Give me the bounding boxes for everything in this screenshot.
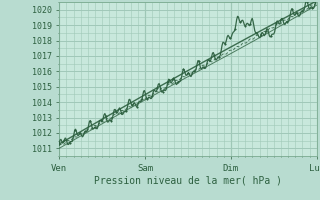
Point [114,110,119,113]
Point [119,111,124,114]
Point [139,98,144,101]
Point [289,7,294,10]
Point [294,11,300,14]
Point [150,94,155,98]
Point [300,9,305,13]
Point [191,69,196,73]
Point [284,20,289,23]
Point [62,138,67,141]
Point [258,34,263,37]
Point [93,126,98,129]
Point [108,119,114,122]
Point [155,86,160,89]
Point [201,66,206,69]
Point [206,59,212,62]
Point [237,21,243,24]
Point [98,119,103,122]
Point [243,24,248,28]
Point [232,28,237,31]
Point [170,77,175,80]
X-axis label: Pression niveau de la mer( hPa ): Pression niveau de la mer( hPa ) [94,175,282,185]
Point [227,37,232,40]
Point [196,59,201,62]
Point [88,119,93,122]
Point [67,141,72,144]
Point [145,97,150,101]
Point [165,80,170,84]
Point [134,105,139,108]
Point [274,21,279,25]
Point [77,131,83,135]
Point [212,54,217,57]
Point [83,130,88,133]
Point [129,103,134,107]
Point [124,110,129,113]
Point [310,6,315,9]
Point [222,42,227,45]
Point [181,68,186,71]
Point [279,17,284,20]
Point [72,129,77,132]
Point [253,31,258,34]
Point [57,142,62,145]
Point [305,0,310,3]
Point [268,34,274,37]
Point [263,30,268,33]
Point [103,114,108,117]
Point [217,55,222,58]
Point [248,22,253,25]
Point [160,90,165,93]
Point [176,80,181,84]
Point [186,71,191,74]
